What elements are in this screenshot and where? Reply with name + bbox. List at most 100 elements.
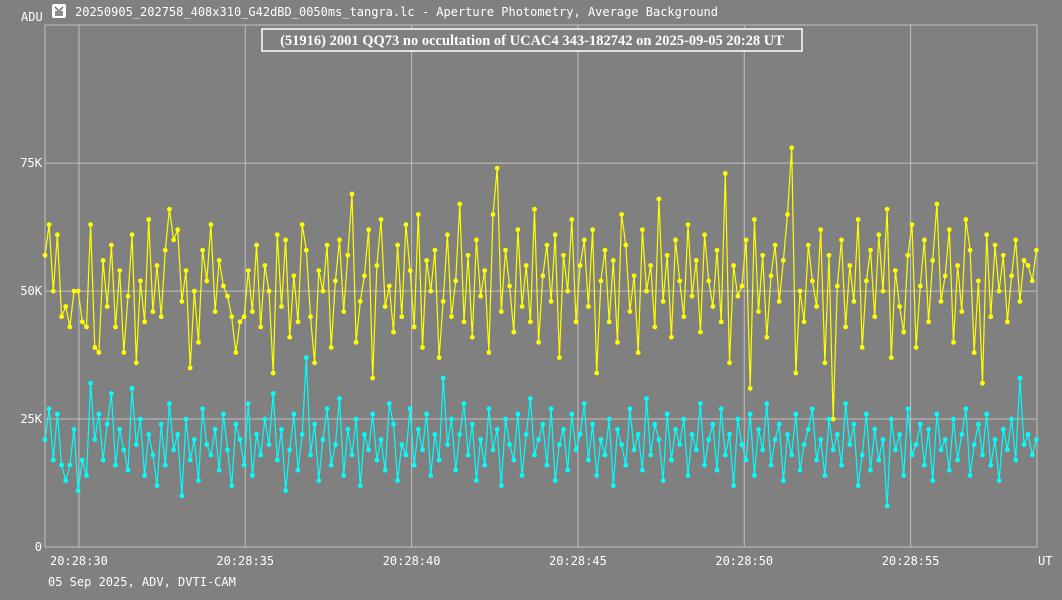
target-point [610, 258, 616, 263]
target-point [254, 242, 259, 248]
plot-frame [44, 24, 1038, 548]
comparison-point [731, 483, 736, 488]
target-point [320, 288, 326, 294]
comparison-point [561, 426, 566, 432]
target-point [299, 222, 305, 228]
target-point [482, 268, 488, 273]
comparison-point [640, 467, 645, 473]
target-point [528, 319, 533, 325]
comparison-point [785, 432, 790, 437]
comparison-point [627, 406, 633, 412]
target-point [59, 314, 64, 320]
target-point [822, 360, 828, 366]
target-point [212, 309, 218, 314]
target-point [50, 288, 56, 294]
target-point [445, 232, 450, 238]
target-point [104, 304, 110, 309]
comparison-point [312, 421, 317, 427]
target-point [274, 232, 280, 238]
comparison-point [59, 462, 64, 468]
target-point [876, 232, 882, 238]
comparison-point [532, 452, 537, 458]
comparison-point [946, 467, 952, 473]
comparison-point [656, 437, 662, 442]
target-point [689, 293, 695, 299]
comparison-point [839, 462, 844, 468]
comparison-point [519, 473, 525, 478]
target-point [312, 360, 317, 366]
target-point [453, 278, 459, 284]
target-point [349, 191, 355, 197]
target-line [44, 147, 1037, 420]
comparison-point [814, 457, 819, 463]
comparison-point [1017, 375, 1023, 381]
target-point [258, 324, 264, 330]
target-point [627, 309, 633, 314]
comparison-point [187, 457, 193, 463]
comparison-point [552, 478, 558, 483]
x-tick-label: 20:28:50 [715, 554, 773, 568]
comparison-point [1013, 457, 1019, 463]
target-point [208, 222, 214, 228]
comparison-point [1000, 426, 1006, 432]
y-axis-label: ADU [21, 10, 43, 24]
target-point [652, 324, 658, 330]
y-tick-label: 75K [20, 156, 42, 170]
target-point [971, 350, 977, 355]
comparison-point [822, 473, 828, 478]
target-point [382, 304, 388, 309]
comparison-point [63, 478, 69, 483]
target-point [478, 293, 483, 299]
comparison-point [876, 457, 882, 463]
target-point [420, 345, 425, 350]
target-point [117, 268, 123, 273]
comparison-point [503, 416, 508, 422]
comparison-point [233, 421, 239, 427]
comparison-point [996, 478, 1002, 483]
target-point [370, 375, 376, 381]
x-tick-label: 20:28:45 [549, 554, 607, 568]
target-point [399, 314, 405, 320]
target-point [179, 299, 185, 304]
target-point [669, 334, 674, 340]
target-point [154, 263, 160, 268]
comparison-point [677, 442, 683, 447]
comparison-point [386, 401, 392, 407]
target-point [1034, 247, 1039, 253]
target-point [171, 237, 177, 243]
target-point [702, 232, 707, 238]
target-point [793, 370, 799, 376]
target-point [511, 329, 517, 335]
target-point [216, 258, 222, 263]
target-point [308, 314, 313, 320]
comparison-point [349, 452, 355, 458]
target-point [693, 258, 699, 263]
comparison-point [71, 426, 77, 432]
target-point [1013, 237, 1019, 243]
target-point [1009, 273, 1014, 279]
comparison-point [449, 416, 454, 422]
comparison-point [113, 462, 118, 468]
comparison-point [781, 478, 786, 483]
comparison-point [959, 432, 965, 437]
comparison-point [378, 437, 384, 442]
comparison-point [1034, 437, 1039, 442]
target-point [490, 212, 496, 217]
target-point [718, 319, 724, 325]
target-point [557, 355, 562, 360]
target-point [42, 252, 48, 258]
target-point [196, 339, 201, 345]
comparison-point [872, 426, 878, 432]
target-point [519, 304, 525, 309]
comparison-point [399, 442, 405, 447]
target-point [266, 288, 272, 294]
comparison-point [859, 452, 865, 458]
target-point [324, 242, 330, 248]
comparison-point [586, 457, 591, 463]
target-point [710, 304, 716, 309]
target-point [980, 380, 985, 386]
target-point [834, 283, 840, 289]
comparison-point [229, 483, 235, 488]
target-point [855, 217, 861, 222]
target-point [573, 319, 579, 325]
